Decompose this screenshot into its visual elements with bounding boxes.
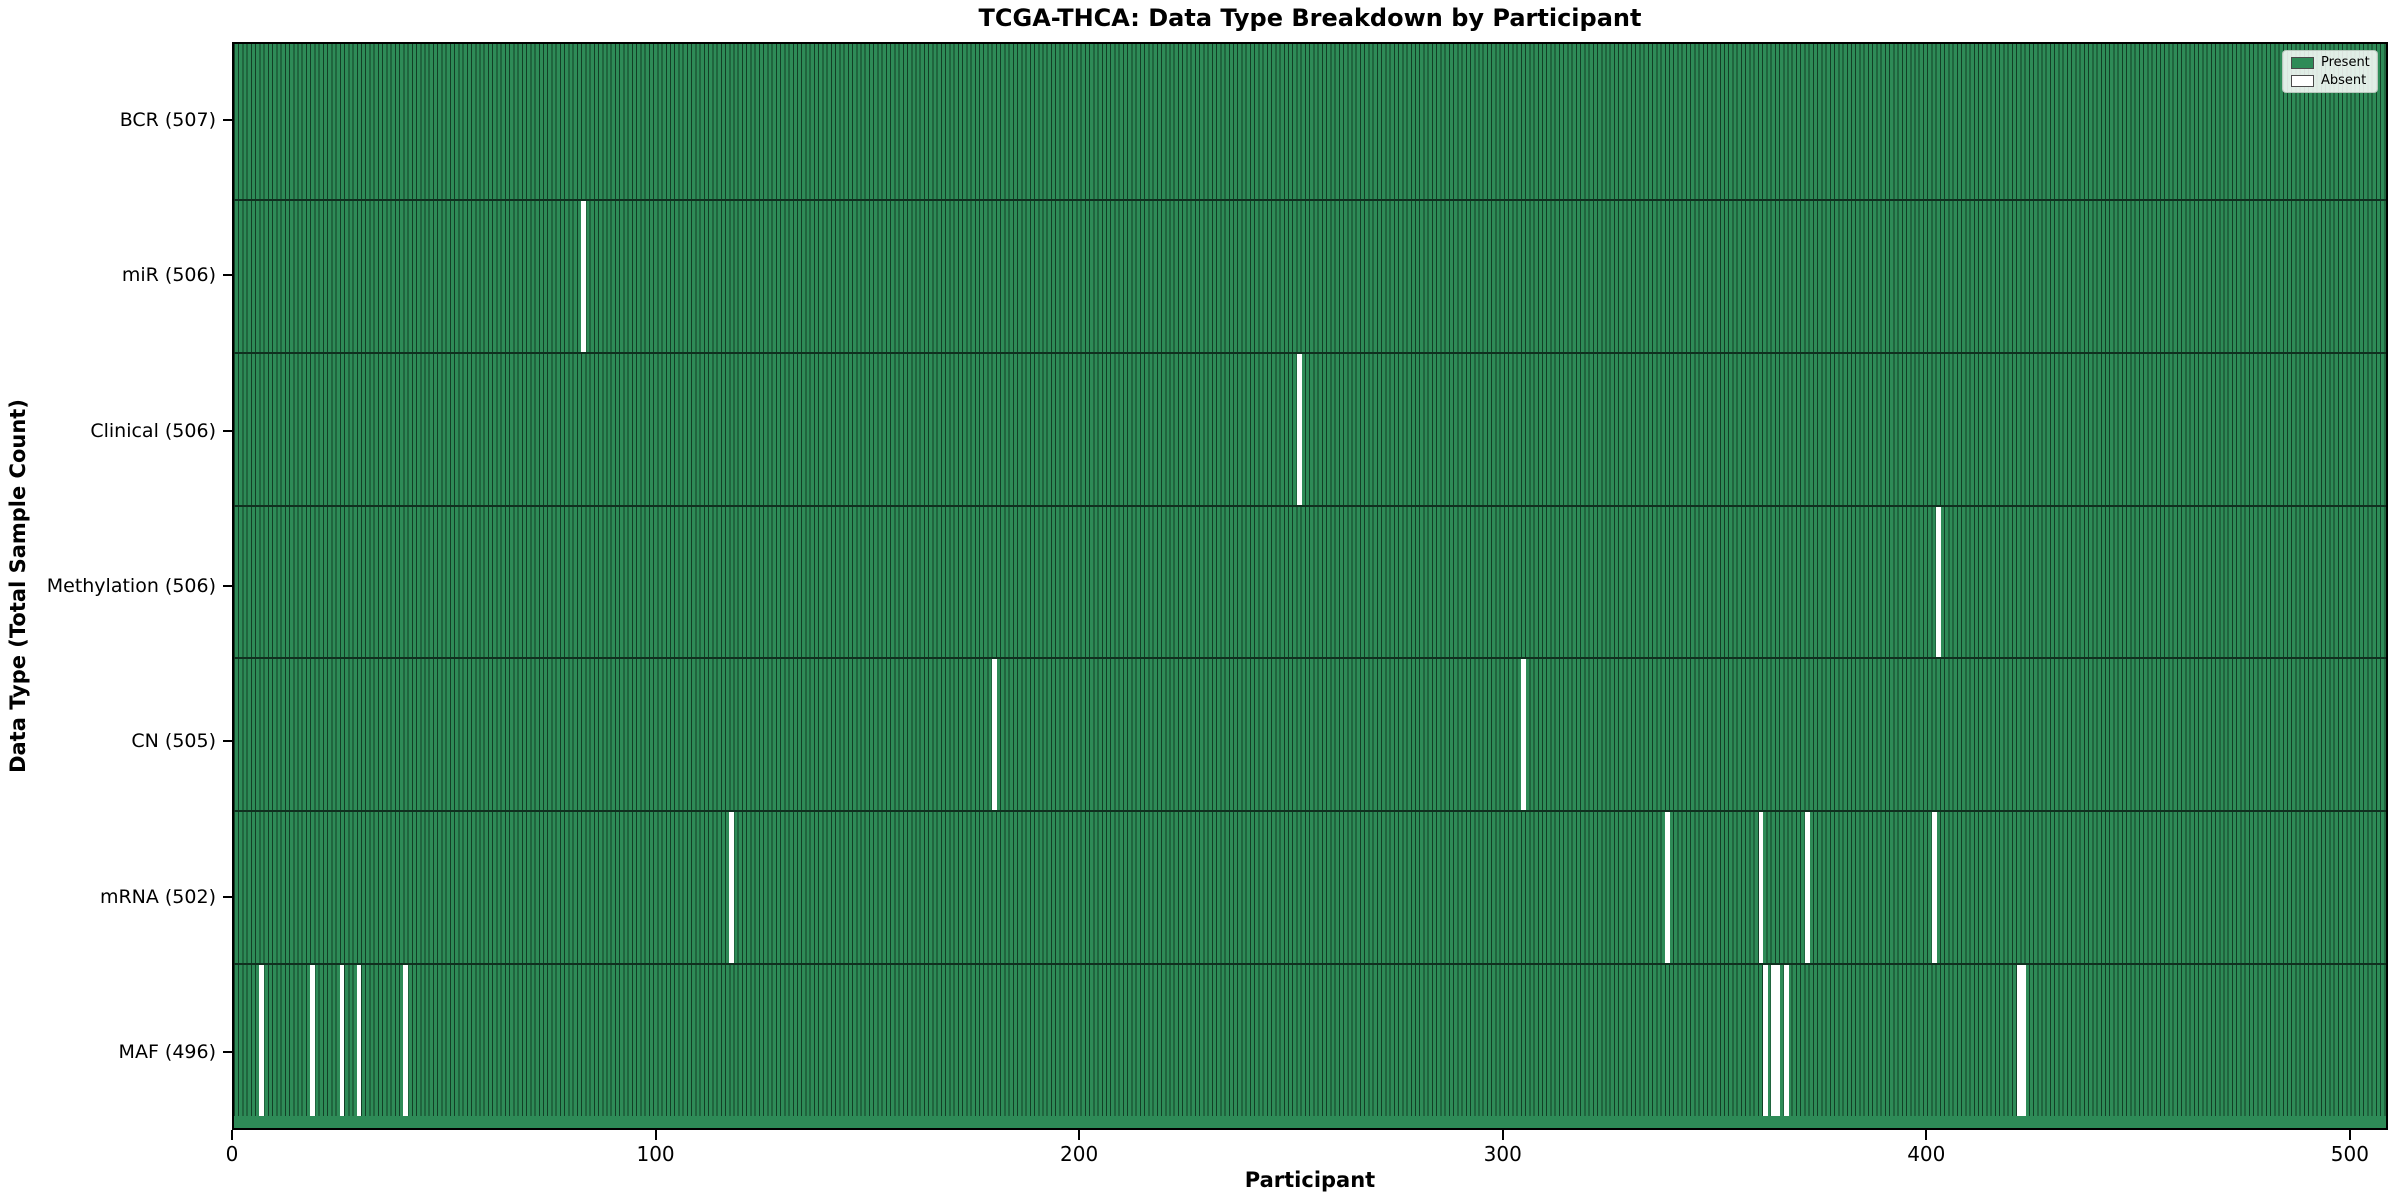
plot-area	[232, 42, 2388, 1130]
x-axis-label: Participant	[1244, 1168, 1376, 1192]
x-tick-label: 0	[225, 1142, 239, 1166]
legend-present-label: Present	[2321, 55, 2370, 70]
y-tick-label: CN (505)	[131, 730, 216, 753]
y-tick-mark	[223, 118, 232, 121]
absent-gap	[581, 200, 586, 352]
absent-swatch-icon	[2291, 74, 2314, 87]
absent-gap	[1783, 965, 1789, 1116]
heatmap-row-bcr	[234, 44, 2386, 199]
legend: Present Absent	[2282, 50, 2378, 93]
legend-item-absent: Absent	[2291, 74, 2369, 87]
y-tick-mark	[223, 740, 232, 743]
absent-gap	[259, 965, 264, 1116]
absent-gap	[403, 965, 408, 1116]
y-tick-mark	[223, 895, 232, 898]
y-tick-label: miR (506)	[121, 264, 216, 287]
heatmap-row-methylation	[234, 504, 2386, 658]
absent-gap	[1521, 659, 1527, 811]
heatmap-rows	[234, 44, 2386, 1116]
legend-absent-label: Absent	[2321, 73, 2367, 88]
absent-gap	[356, 965, 362, 1116]
x-tick-label: 200	[1060, 1142, 1099, 1166]
absent-gap	[1758, 812, 1764, 964]
x-tick-mark	[1078, 1130, 1081, 1140]
x-tick-mark	[1501, 1130, 1504, 1140]
y-axis-label: Data Type (Total Sample Count)	[6, 399, 30, 773]
x-tick-label: 100	[636, 1142, 675, 1166]
legend-item-present: Present	[2291, 55, 2370, 70]
absent-gap	[1296, 353, 1302, 505]
absent-gap	[1775, 965, 1781, 1116]
heatmap-row-maf	[234, 963, 2386, 1116]
y-tick-mark	[223, 429, 232, 432]
y-tick-label: Methylation (506)	[46, 575, 216, 597]
present-swatch-icon	[2291, 56, 2314, 69]
y-tick-mark	[223, 585, 232, 587]
y-tick-label: MAF (496)	[118, 1041, 216, 1064]
heatmap-row-mir	[234, 198, 2386, 352]
absent-gap	[309, 965, 315, 1116]
y-tick-label: mRNA (502)	[99, 885, 216, 908]
absent-gap	[1932, 812, 1938, 964]
absent-gap	[1936, 506, 1942, 658]
heatmap-row-clinical	[234, 351, 2386, 505]
x-tick-mark	[654, 1130, 657, 1140]
heatmap-row-mrna	[234, 810, 2386, 964]
x-tick-label: 400	[1907, 1142, 1946, 1166]
absent-gap	[991, 659, 997, 811]
absent-gap	[1665, 812, 1671, 964]
absent-gap	[729, 812, 735, 964]
x-tick-mark	[231, 1130, 233, 1140]
y-tick-label: BCR (507)	[119, 108, 216, 131]
x-tick-label: 300	[1483, 1142, 1522, 1166]
absent-gap	[2021, 965, 2027, 1116]
absent-gap	[1805, 812, 1810, 964]
x-tick-mark	[2348, 1130, 2351, 1140]
heatmap-row-cn	[234, 657, 2386, 811]
y-tick-mark	[223, 274, 232, 277]
x-tick-label: 500	[2330, 1142, 2369, 1166]
y-tick-mark	[223, 1051, 232, 1054]
absent-gap	[1762, 965, 1768, 1116]
absent-gap	[339, 965, 345, 1116]
x-tick-mark	[1925, 1130, 1928, 1140]
absent-gap	[1771, 965, 1777, 1116]
y-tick-label: Clinical (506)	[90, 419, 216, 442]
absent-gap	[2016, 965, 2022, 1116]
chart-title: TCGA-THCA: Data Type Breakdown by Partic…	[978, 4, 1642, 32]
